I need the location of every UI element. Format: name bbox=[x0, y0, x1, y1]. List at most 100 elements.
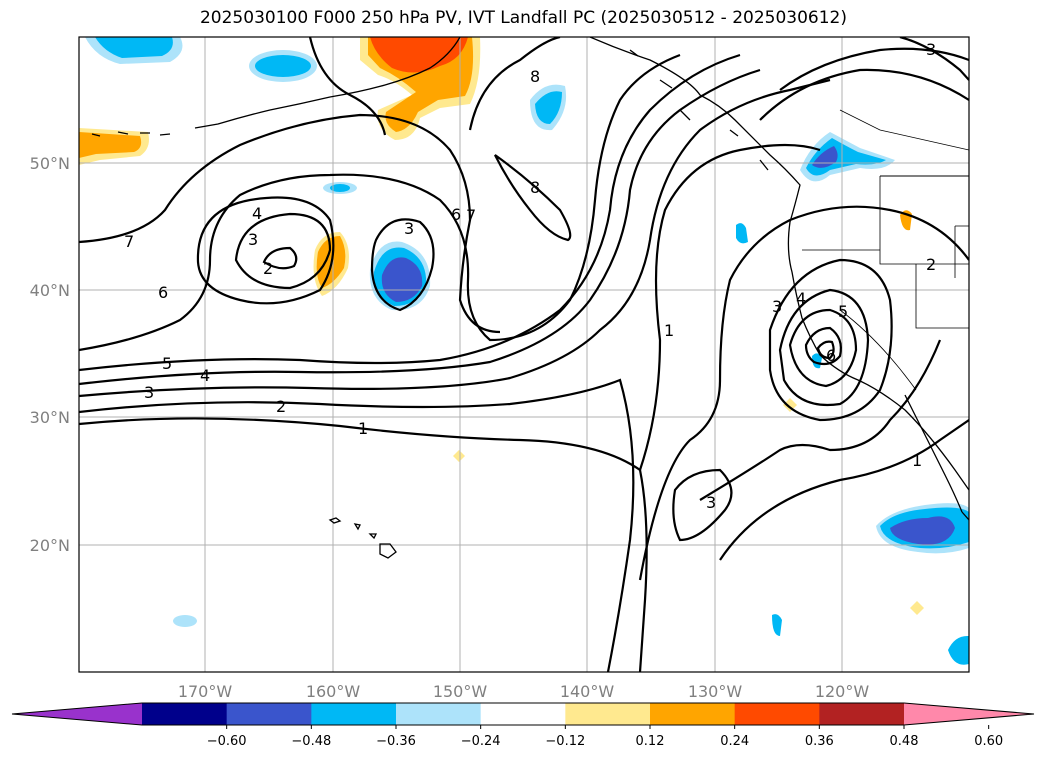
contour-label: 7 bbox=[466, 206, 476, 225]
contour-label: 3 bbox=[926, 40, 936, 59]
lat-tick-labels: 50°N 40°N 30°N 20°N bbox=[30, 154, 70, 555]
state-borders bbox=[802, 176, 969, 391]
contour-3-south bbox=[79, 78, 831, 398]
contour-label: 7 bbox=[124, 232, 134, 251]
contour-low-core bbox=[262, 246, 298, 270]
contour-label: 5 bbox=[838, 302, 848, 321]
lon-tick-label: 170°W bbox=[178, 682, 233, 701]
contour-label: 8 bbox=[530, 67, 540, 86]
lat-tick-label: 30°N bbox=[30, 408, 70, 427]
contour-label: 5 bbox=[162, 354, 172, 373]
contour-3-loop bbox=[672, 468, 733, 542]
anomaly-negative-se-corner bbox=[948, 635, 969, 665]
contour-2-ne bbox=[759, 68, 969, 121]
contour-east-1 bbox=[638, 143, 821, 471]
contour-label: 6 bbox=[451, 205, 461, 224]
contour-label: 2 bbox=[926, 255, 936, 274]
colorbar-labels: −0.60 −0.48 −0.36 −0.24 −0.12 0.12 0.24 0.36 0.4… bbox=[207, 725, 1003, 749]
ivt-contours bbox=[79, 37, 969, 672]
anomaly-positive-dot-a bbox=[453, 450, 465, 462]
alaska-peninsula bbox=[194, 37, 461, 129]
lon-tick-label: 160°W bbox=[306, 682, 361, 701]
colorbar-arrow-right bbox=[904, 703, 1034, 725]
contour-east-outer bbox=[719, 419, 969, 561]
anomaly-positive-dot-b bbox=[783, 398, 797, 412]
contour-low-outer bbox=[196, 196, 335, 305]
contour-label: 3 bbox=[706, 493, 716, 512]
contour-2-south bbox=[79, 378, 635, 672]
contour-label: 1 bbox=[664, 321, 674, 340]
contour-ca-low-8 bbox=[816, 340, 835, 360]
colorbar-tick-label: −0.60 bbox=[207, 734, 247, 749]
contour-label: 4 bbox=[796, 289, 806, 308]
contour-label: 3 bbox=[248, 230, 258, 249]
colorbar-tick-label: 0.60 bbox=[974, 734, 1003, 749]
contour-1-ne bbox=[779, 47, 969, 91]
contour-1-south bbox=[79, 417, 648, 672]
contour-label: 6 bbox=[826, 346, 836, 365]
colorbar-segment bbox=[565, 703, 651, 725]
colorbar-segment bbox=[734, 703, 820, 725]
contour-ca-low-4 bbox=[768, 258, 893, 422]
alaska-coast bbox=[589, 37, 801, 223]
contour-loop-nw bbox=[308, 37, 387, 136]
contour-8-north bbox=[468, 37, 561, 131]
contour-east-2 bbox=[638, 205, 969, 581]
contour-6-south bbox=[79, 53, 681, 352]
contour-label: 3 bbox=[772, 297, 782, 316]
contour-label: 2 bbox=[276, 397, 286, 416]
contour-east-3 bbox=[699, 339, 942, 501]
map-frame bbox=[78, 36, 970, 673]
colorbar-tick-label: −0.36 bbox=[376, 734, 416, 749]
contour-4-south bbox=[79, 68, 761, 386]
map-title: 2025030100 F000 250 hPa PV, IVT Landfall… bbox=[199, 8, 847, 28]
colorbar-tick-label: 0.36 bbox=[805, 734, 834, 749]
contour-3-blob bbox=[370, 218, 435, 312]
colorbar-segments bbox=[11, 702, 1035, 726]
canada-inland bbox=[839, 109, 969, 151]
graticule bbox=[79, 37, 969, 672]
anomaly-negative-nw-core bbox=[95, 37, 173, 58]
colorbar-segment bbox=[819, 703, 905, 725]
colorbar-outline bbox=[11, 702, 1035, 726]
lat-tick-label: 40°N bbox=[30, 281, 70, 300]
contour-label: 6 bbox=[158, 283, 168, 302]
lon-tick-label: 130°W bbox=[688, 682, 743, 701]
contour-labels: 1 2 3 4 5 6 7 8 3 4 3 2 6 7 8 1 3 4 5 6 … bbox=[124, 40, 936, 512]
lat-tick-label: 50°N bbox=[30, 154, 70, 173]
map-panel: 1 2 3 4 5 6 7 8 3 4 3 2 6 7 8 1 3 4 5 6 … bbox=[79, 37, 969, 672]
colorbar-segment bbox=[311, 703, 397, 725]
contour-label: 3 bbox=[404, 219, 414, 238]
lat-tick-label: 20°N bbox=[30, 536, 70, 555]
colorbar-tick-label: −0.24 bbox=[461, 734, 501, 749]
lon-tick-labels: 170°W 160°W 150°W 140°W 130°W 120°W bbox=[178, 682, 870, 701]
contour-low-inner bbox=[234, 212, 332, 290]
contour-label: 4 bbox=[252, 204, 262, 223]
anomaly-negative-small-d bbox=[173, 615, 197, 627]
islands-gulf bbox=[629, 49, 769, 171]
mexico-coast bbox=[961, 511, 969, 521]
baja-coast bbox=[904, 394, 963, 513]
anomaly-positive-dot-c bbox=[910, 601, 924, 615]
lon-tick-label: 150°W bbox=[433, 682, 488, 701]
lon-tick-label: 140°W bbox=[560, 682, 615, 701]
colorbar-tick-label: −0.48 bbox=[291, 734, 331, 749]
contour-ca-low-5 bbox=[778, 288, 870, 406]
colorbar-tick-label: 0.48 bbox=[890, 734, 919, 749]
contour-label: 3 bbox=[144, 383, 154, 402]
contour-label: 8 bbox=[530, 178, 540, 197]
colorbar-segment bbox=[142, 703, 228, 725]
pv-anomaly-shading bbox=[79, 37, 969, 665]
contour-label: 4 bbox=[200, 366, 210, 385]
contour-label: 1 bbox=[358, 419, 368, 438]
colorbar-segment bbox=[226, 703, 312, 725]
contour-ca-low-7 bbox=[804, 326, 842, 366]
hawaii-islands bbox=[328, 517, 397, 559]
contour-ca-low-6 bbox=[788, 308, 858, 388]
contour-label: 2 bbox=[263, 259, 273, 278]
contour-label: 1 bbox=[912, 451, 922, 470]
colorbar: −0.60 −0.48 −0.36 −0.24 −0.12 0.12 0.24 0.36 0.4… bbox=[11, 702, 1035, 749]
colorbar-arrow-left bbox=[12, 703, 142, 725]
aleutian-islands bbox=[91, 131, 171, 137]
